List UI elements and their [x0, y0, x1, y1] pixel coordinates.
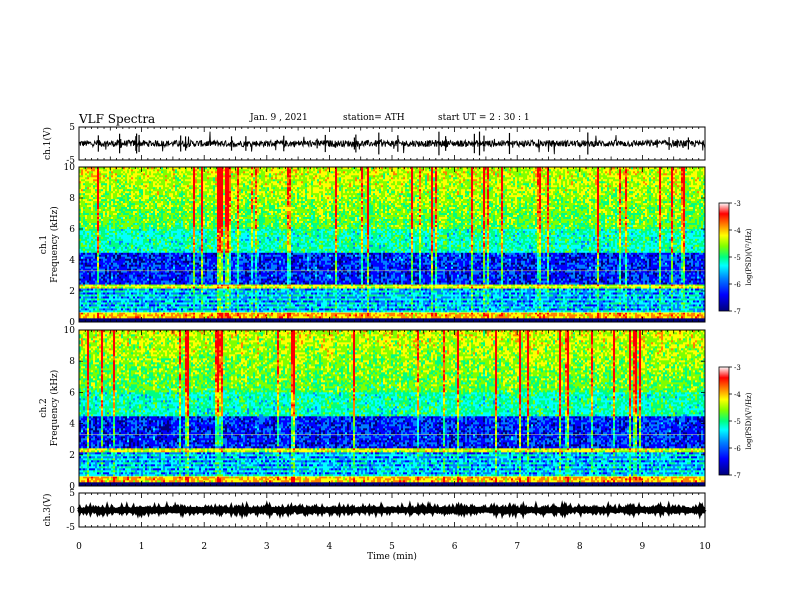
x-tick-label: 10	[699, 542, 711, 552]
y-tick-label: -5	[66, 523, 75, 533]
y-tick-label: 8	[69, 357, 75, 367]
y-tick-label: 4	[69, 256, 75, 266]
colorbar-tick-label: -4	[734, 391, 741, 399]
colorbar-tick-label: -7	[734, 308, 741, 316]
colorbar-tick-label: -5	[734, 254, 741, 262]
colorbar-gradient	[719, 367, 729, 475]
y-tick-label: 2	[69, 451, 75, 461]
time-axis: 0 1 2 3 4 5 6 7 8 9 10 Time (min)	[76, 542, 711, 562]
x-tick-label: 6	[452, 542, 458, 552]
waveform-line	[79, 132, 705, 155]
ch1-colorbar: -3 -4 -5 -6 -7 log(PSD)(V²/Hz)	[719, 200, 753, 316]
y-axis-label: Frequency (kHz)	[49, 206, 60, 283]
y-tick-label: 10	[64, 326, 76, 336]
colorbar-tick-label: -5	[734, 418, 741, 426]
x-tick-label: 7	[514, 542, 520, 552]
y-tick-label: 6	[69, 225, 75, 235]
x-tick-label: 4	[327, 542, 333, 552]
y-axis-label: Frequency (kHz)	[49, 370, 60, 447]
ch3-waveform-panel: 5 0 -5 ch.3(V)	[42, 489, 705, 533]
ch1-waveform-panel: 5-5ch.1(V)	[42, 123, 705, 166]
y-tick-label: 5	[69, 489, 75, 499]
x-tick-label: 9	[640, 542, 646, 552]
x-tick-label: 2	[201, 542, 207, 552]
colorbar-label: log(PSD)(V²/Hz)	[745, 392, 753, 449]
x-tick-label: 0	[76, 542, 82, 552]
y-tick-label: 10	[64, 163, 76, 173]
y-tick-label: 5	[69, 123, 75, 133]
colorbar-tick-label: -3	[734, 364, 741, 372]
colorbar-label: log(PSD)(V²/Hz)	[745, 228, 753, 285]
heatmap-cells	[79, 167, 705, 322]
x-tick-label: 5	[389, 542, 395, 552]
colorbar-gradient	[719, 203, 729, 311]
y-tick-label: 0	[69, 506, 75, 516]
y-tick-label: 8	[69, 194, 75, 204]
colorbar-tick-label: -6	[734, 445, 741, 453]
colorbar-tick-label: -7	[734, 472, 741, 480]
channel-label: ch.1	[39, 235, 49, 254]
heatmap-cells	[79, 330, 705, 486]
colorbar-tick-label: -6	[734, 281, 741, 289]
y-axis-label: ch.1(V)	[42, 127, 53, 160]
y-tick-label: 6	[69, 388, 75, 398]
ch2-colorbar: -3 -4 -5 -6 -7 log(PSD)(V²/Hz)	[719, 364, 753, 480]
waveform-line	[79, 509, 705, 511]
y-axis-label: ch.3(V)	[42, 494, 53, 527]
y-tick-label: 2	[69, 287, 75, 297]
colorbar-tick-label: -3	[734, 200, 741, 208]
x-tick-label: 8	[577, 542, 583, 552]
x-tick-label: 3	[264, 542, 270, 552]
x-tick-label: 1	[139, 542, 145, 552]
x-axis-label: Time (min)	[367, 551, 417, 562]
y-tick-label: 4	[69, 420, 75, 430]
colorbar-tick-label: -4	[734, 227, 741, 235]
channel-label: ch.2	[39, 398, 49, 417]
